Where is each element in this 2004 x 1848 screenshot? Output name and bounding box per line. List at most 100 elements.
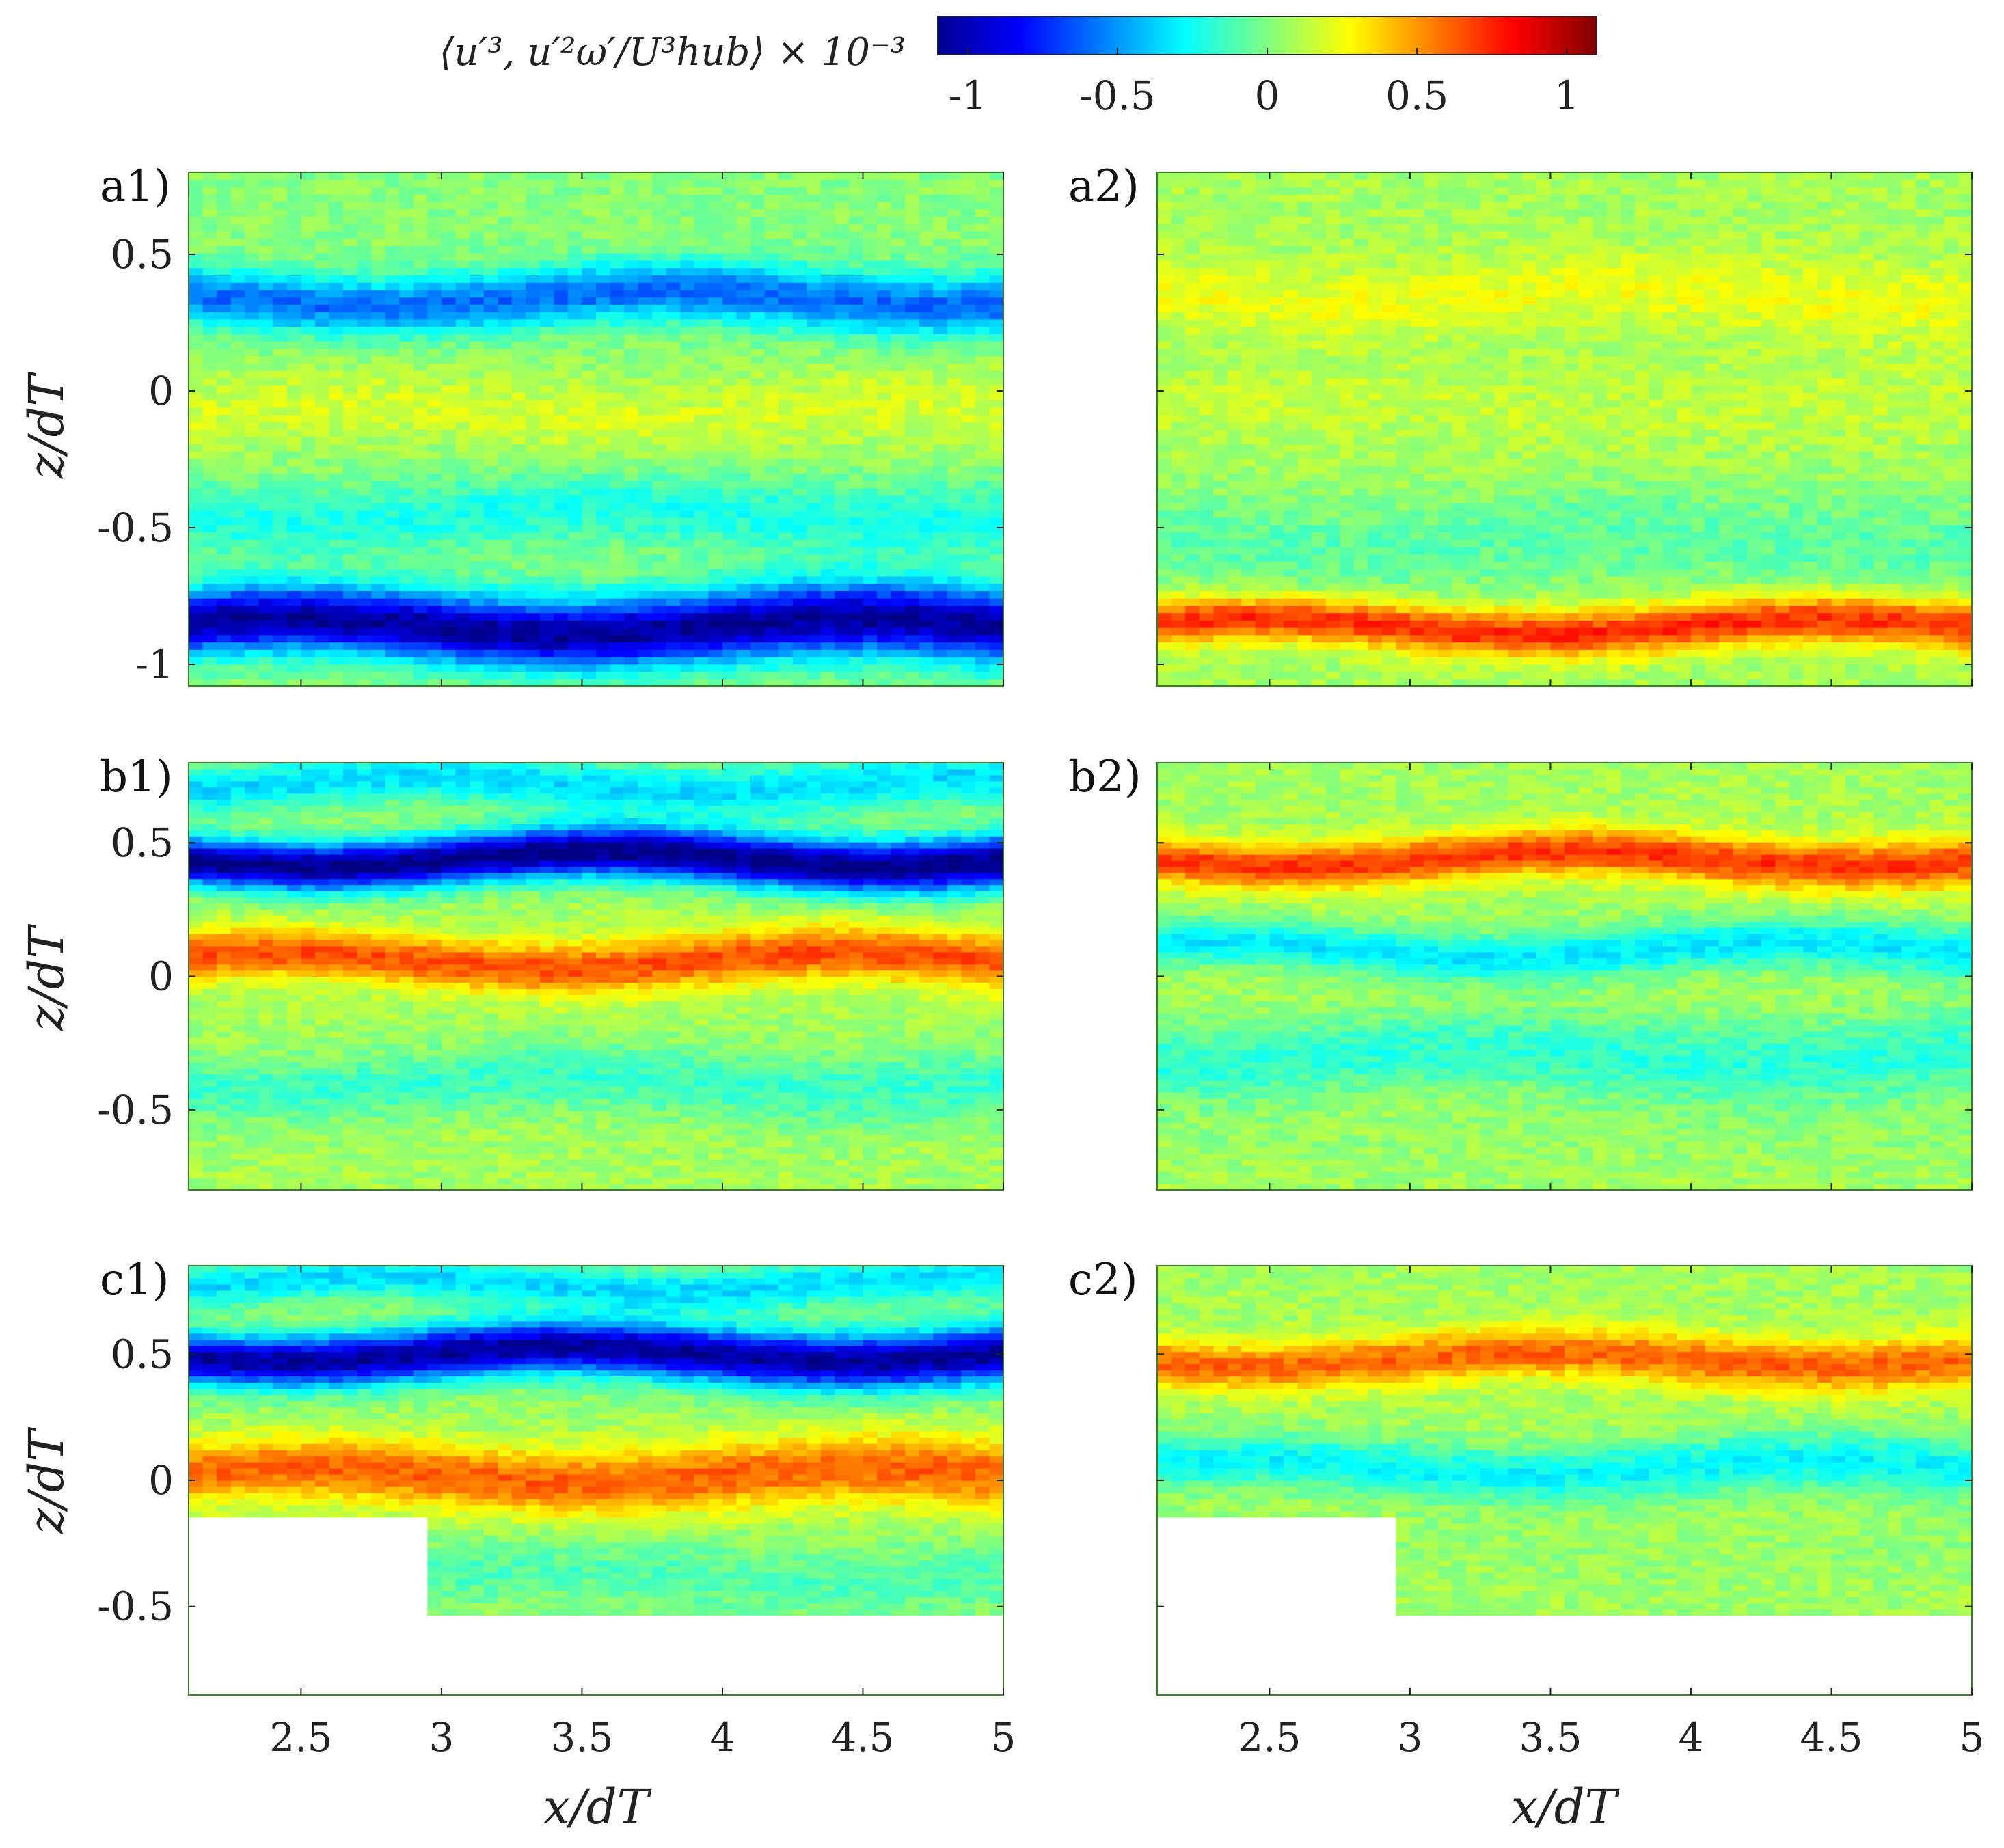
heatmap-cell [947, 502, 962, 511]
heatmap-cell [652, 201, 667, 210]
heatmap-cell [736, 370, 751, 379]
heatmap-cell [961, 575, 976, 584]
heatmap-cell [554, 363, 569, 371]
heatmap-cell [567, 312, 583, 320]
heatmap-cell [258, 260, 273, 269]
heatmap-cell [526, 510, 541, 518]
heatmap-cell [189, 444, 204, 452]
heatmap-cell [750, 575, 766, 584]
heatmap-cell [202, 664, 217, 672]
heatmap-cell [764, 422, 779, 430]
heatmap-cell [1803, 627, 1818, 636]
heatmap-cell [736, 282, 751, 290]
heatmap-cell [399, 539, 414, 547]
heatmap-cell [567, 561, 583, 569]
heatmap-cell [245, 465, 260, 474]
heatmap-cell [891, 407, 906, 416]
heatmap-cell [301, 575, 316, 584]
heatmap-cell [596, 407, 611, 416]
heatmap-cell [919, 642, 934, 650]
heatmap-cell [217, 355, 232, 364]
heatmap-cell [1958, 627, 1973, 636]
heatmap-cell [961, 480, 976, 489]
heatmap-cell [230, 304, 245, 312]
heatmap-cell [286, 458, 302, 467]
heatmap-cell [498, 583, 513, 591]
heatmap-cell [807, 377, 822, 386]
heatmap-cell [1803, 590, 1818, 599]
heatmap-cell [554, 679, 569, 687]
heatmap-cell [567, 532, 583, 540]
heatmap-cell [483, 334, 498, 342]
heatmap-cell [498, 208, 513, 217]
heatmap-cell [1550, 657, 1565, 665]
heatmap-cell [441, 532, 457, 540]
heatmap-cell [427, 569, 442, 577]
heatmap-cell [413, 260, 428, 269]
heatmap-cell [202, 414, 217, 422]
heatmap-cell [863, 312, 878, 320]
heatmap-cell [371, 517, 386, 526]
heatmap-cell [314, 194, 330, 202]
heatmap-cell [1466, 569, 1481, 577]
heatmap-cell [539, 172, 554, 180]
heatmap-cell [1578, 634, 1593, 643]
heatmap-cell [792, 487, 807, 496]
heatmap-cell [1789, 627, 1804, 636]
heatmap-cell [989, 465, 1004, 474]
heatmap-cell [778, 605, 794, 614]
heatmap-cell [1943, 671, 1959, 679]
heatmap-cell [498, 664, 513, 672]
heatmap-cell [680, 495, 695, 504]
heatmap-cell [652, 458, 667, 467]
heatmap-cell [1789, 583, 1804, 591]
heatmap-cell [539, 385, 554, 393]
heatmap-cell [1452, 590, 1467, 599]
heatmap-cell [778, 297, 794, 305]
heatmap-cell [638, 598, 653, 606]
heatmap-cell [189, 414, 204, 422]
heatmap-cell [301, 267, 316, 275]
heatmap-cell [526, 267, 541, 275]
heatmap-cell [1241, 679, 1256, 687]
heatmap-cell [286, 451, 302, 459]
heatmap-cell [1621, 649, 1636, 657]
heatmap-cell [933, 451, 948, 459]
heatmap-cell [736, 598, 751, 606]
heatmap-cell [441, 297, 457, 305]
heatmap-cell [891, 194, 906, 202]
heatmap-cell [314, 554, 330, 562]
heatmap-cell [905, 583, 920, 591]
heatmap-cell [539, 194, 554, 202]
heatmap-cell [413, 318, 428, 327]
heatmap-cell [427, 230, 442, 239]
heatmap-cell [567, 575, 583, 584]
heatmap-cell [989, 605, 1004, 614]
heatmap-cell [189, 260, 204, 269]
heatmap-cell [975, 502, 990, 511]
heatmap-cell [314, 253, 330, 261]
heatmap-cell [792, 230, 807, 239]
heatmap-cell [1915, 612, 1930, 621]
heatmap-cell [638, 546, 653, 555]
heatmap-cell [441, 473, 457, 481]
heatmap-cell [807, 187, 822, 195]
heatmap-cell [610, 385, 625, 393]
heatmap-cell [863, 363, 878, 371]
heatmap-cell [835, 524, 850, 532]
heatmap-cell [596, 282, 611, 290]
heatmap-cell [567, 297, 583, 305]
heatmap-cell [567, 208, 583, 217]
heatmap-cell [455, 546, 470, 555]
heatmap-cell [807, 598, 822, 606]
heatmap-cell [1859, 642, 1874, 650]
heatmap-cell [343, 326, 358, 334]
heatmap-cell [582, 657, 597, 665]
heatmap-cell [1662, 605, 1678, 614]
heatmap-cell [736, 465, 751, 474]
heatmap-cell [441, 605, 457, 614]
heatmap-cell [638, 642, 653, 650]
heatmap-cell [357, 201, 372, 210]
heatmap-cell [919, 605, 934, 614]
heatmap-cell [301, 465, 316, 474]
